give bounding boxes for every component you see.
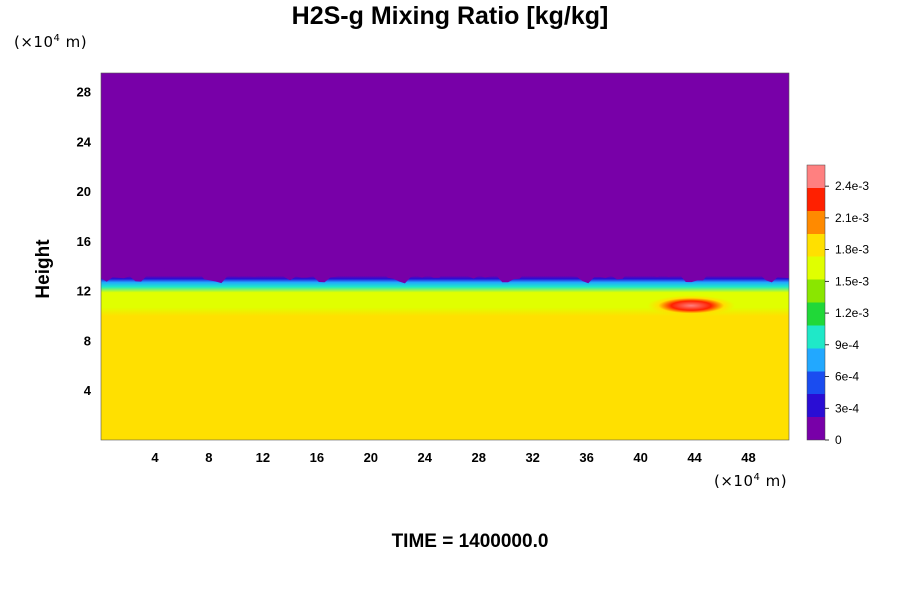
x-tick-label: 44 [687,450,702,465]
y-axis: 4 8 12 16 20 24 28 [77,85,92,399]
y-unit-suffix: m) [60,33,88,51]
colorbar-tick-label: 9e-4 [835,338,859,352]
y-unit-exponent: 4 [53,33,61,44]
time-label: TIME = 1400000.0 [391,531,549,552]
colorbar-bar [806,164,826,441]
colorbar-tick-label: 3e-4 [835,401,859,415]
y-tick-label: 4 [84,383,92,398]
x-tick-label: 28 [471,450,485,465]
x-tick-label: 16 [310,450,324,465]
field-layer [100,72,790,441]
colorbar-tick-label: 1.5e-3 [835,274,869,288]
colorbar-tick-label: 2.4e-3 [835,179,869,193]
x-unit-suffix: m) [760,472,788,490]
x-tick-label: 40 [633,450,647,465]
x-tick-label: 4 [151,450,159,465]
x-tick-label: 24 [418,450,433,465]
colorbar-tick-label: 0 [835,433,842,447]
y-axis-unit: (×104 m) [14,33,87,51]
colorbar: 0 3e-4 6e-4 9e-4 1.2e-3 1.5e-3 1.8e-3 2.1e-3 2.4… [806,164,869,447]
x-tick-label: 20 [364,450,378,465]
x-unit-prefix: (×10 [714,472,754,490]
x-axis: 4 8 12 16 20 24 28 32 36 40 44 48 [151,450,755,465]
x-axis-unit: (×104 m) [714,472,787,490]
y-tick-label: 12 [77,284,91,299]
y-tick-label: 20 [77,184,91,199]
y-unit-prefix: (×10 [14,33,54,51]
colorbar-tick-label: 1.8e-3 [835,243,869,257]
x-tick-label: 36 [579,450,593,465]
colorbar-tick-label: 6e-4 [835,370,859,384]
x-tick-label: 8 [205,450,212,465]
x-unit-exponent: 4 [753,472,761,483]
y-tick-label: 8 [84,333,91,348]
x-tick-label: 32 [525,450,539,465]
y-tick-label: 16 [77,234,91,249]
chart-title: H2S-g Mixing Ratio [kg/kg] [291,2,609,30]
upper-layer-boundary [101,73,789,284]
x-tick-label: 48 [741,450,755,465]
y-tick-label: 28 [77,85,91,100]
x-tick-label: 12 [256,450,270,465]
maximum-patch [647,295,736,316]
colorbar-tick-label: 2.1e-3 [835,211,869,225]
colorbar-tick-label: 1.2e-3 [835,306,869,320]
plot-frame [100,72,790,441]
y-tick-label: 24 [77,134,92,149]
